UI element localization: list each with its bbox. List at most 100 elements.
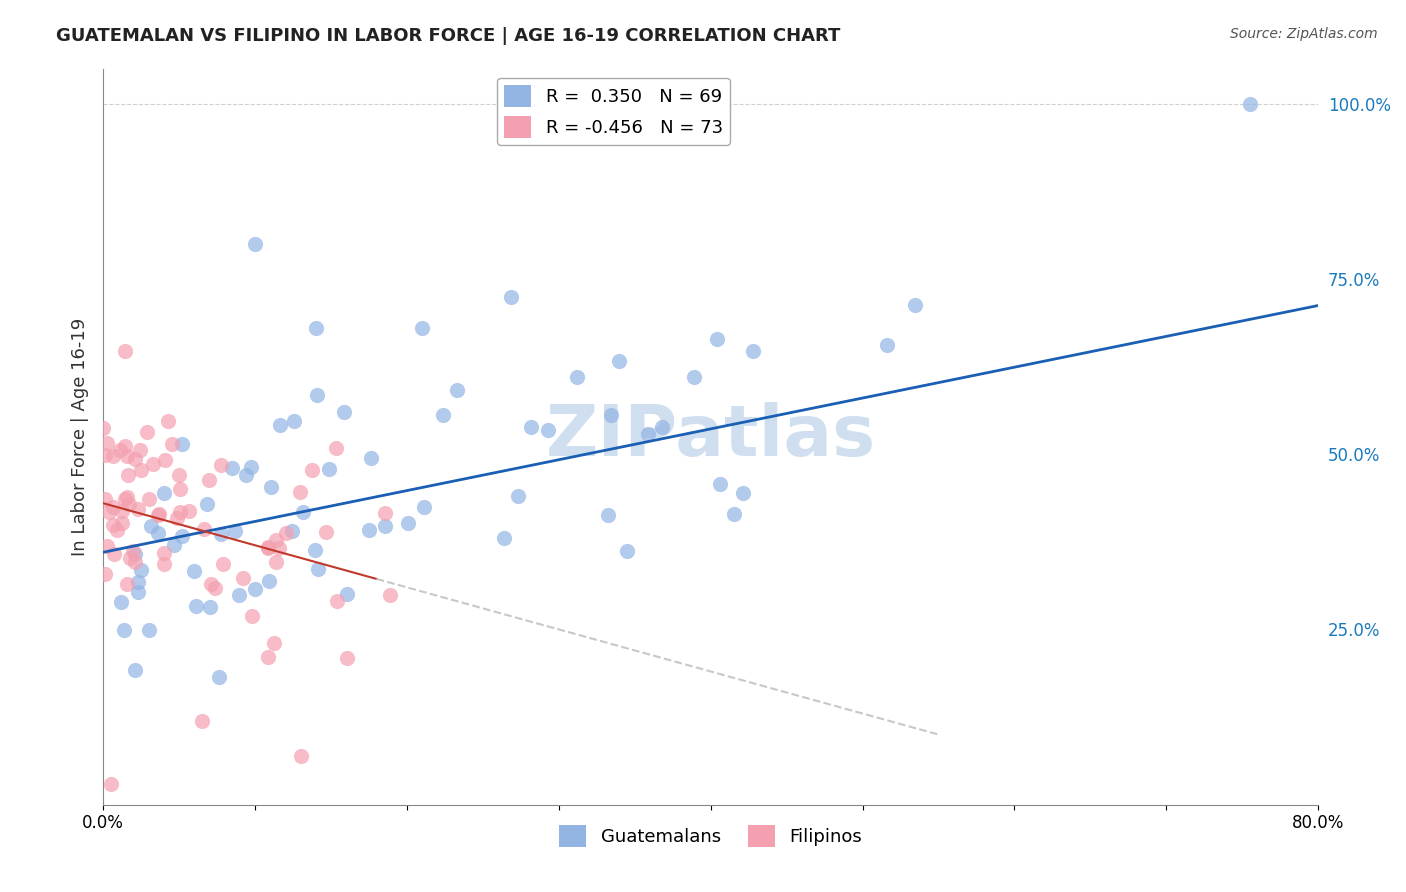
Point xyxy=(709,476,731,491)
Point xyxy=(208,670,231,684)
Point xyxy=(288,485,311,500)
Point xyxy=(290,748,312,763)
Point xyxy=(325,442,347,456)
Point xyxy=(127,574,149,589)
Point xyxy=(114,343,136,358)
Point xyxy=(111,516,134,530)
Point xyxy=(263,636,285,650)
Point xyxy=(110,595,132,609)
Point xyxy=(169,482,191,496)
Point xyxy=(91,421,114,435)
Point xyxy=(651,420,673,434)
Point xyxy=(413,500,436,514)
Point xyxy=(269,418,291,433)
Point xyxy=(267,541,290,555)
Point xyxy=(94,566,117,581)
Point xyxy=(148,508,170,523)
Point xyxy=(169,505,191,519)
Point xyxy=(600,408,623,422)
Point xyxy=(876,338,898,352)
Point xyxy=(276,526,298,541)
Point xyxy=(446,383,468,397)
Point xyxy=(616,544,638,558)
Point xyxy=(506,489,529,503)
Point xyxy=(101,500,124,514)
Point xyxy=(118,496,141,510)
Point xyxy=(148,507,170,521)
Point xyxy=(706,332,728,346)
Point xyxy=(260,480,283,494)
Point xyxy=(101,518,124,533)
Point xyxy=(221,461,243,475)
Legend: R =  0.350   N = 69, R = -0.456   N = 73: R = 0.350 N = 69, R = -0.456 N = 73 xyxy=(496,78,730,145)
Point xyxy=(139,518,162,533)
Point xyxy=(232,571,254,585)
Point xyxy=(138,624,160,638)
Point xyxy=(257,574,280,588)
Point xyxy=(200,599,222,614)
Point xyxy=(122,543,145,558)
Point xyxy=(136,425,159,439)
Point xyxy=(264,555,287,569)
Point xyxy=(432,409,454,423)
Point xyxy=(305,321,328,335)
Point xyxy=(169,468,191,483)
Point xyxy=(336,650,359,665)
Point xyxy=(153,546,176,560)
Point xyxy=(904,298,927,312)
Point xyxy=(142,457,165,471)
Point xyxy=(257,650,280,665)
Point xyxy=(733,486,755,500)
Point xyxy=(683,370,706,384)
Point xyxy=(280,524,302,539)
Point xyxy=(114,492,136,507)
Point xyxy=(172,529,194,543)
Point xyxy=(315,525,337,540)
Point xyxy=(152,557,174,571)
Point xyxy=(204,581,226,595)
Point xyxy=(198,473,221,487)
Point xyxy=(115,576,138,591)
Point xyxy=(520,420,543,434)
Point xyxy=(195,497,218,511)
Text: GUATEMALAN VS FILIPINO IN LABOR FORCE | AGE 16-19 CORRELATION CHART: GUATEMALAN VS FILIPINO IN LABOR FORCE | … xyxy=(56,27,841,45)
Point xyxy=(243,582,266,597)
Point xyxy=(160,437,183,451)
Point xyxy=(224,524,246,539)
Point xyxy=(741,343,763,358)
Point xyxy=(124,663,146,677)
Point xyxy=(94,449,117,463)
Point xyxy=(166,511,188,525)
Point xyxy=(117,468,139,483)
Point xyxy=(177,504,200,518)
Point xyxy=(336,587,359,601)
Point xyxy=(129,443,152,458)
Point xyxy=(565,370,588,384)
Point xyxy=(318,462,340,476)
Point xyxy=(103,547,125,561)
Point xyxy=(256,541,278,555)
Point xyxy=(374,518,396,533)
Point xyxy=(326,594,349,608)
Point xyxy=(170,437,193,451)
Point xyxy=(596,508,619,523)
Point xyxy=(156,414,179,428)
Point xyxy=(163,538,186,552)
Point xyxy=(127,501,149,516)
Point xyxy=(239,460,262,475)
Point xyxy=(155,453,177,467)
Point xyxy=(212,557,235,571)
Point xyxy=(114,439,136,453)
Point xyxy=(305,388,328,402)
Point xyxy=(200,577,222,591)
Point xyxy=(138,491,160,506)
Point xyxy=(240,608,263,623)
Point xyxy=(183,564,205,578)
Point xyxy=(723,507,745,521)
Point xyxy=(124,555,146,569)
Point xyxy=(228,588,250,602)
Point xyxy=(100,777,122,791)
Point xyxy=(146,525,169,540)
Point xyxy=(120,551,142,566)
Point xyxy=(333,405,356,419)
